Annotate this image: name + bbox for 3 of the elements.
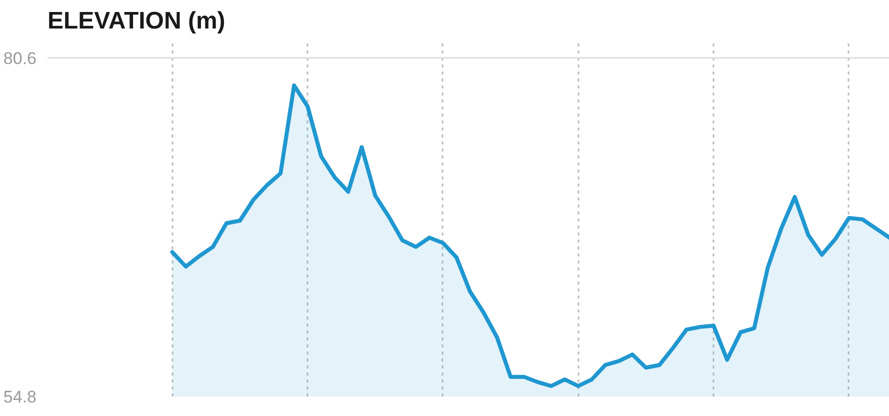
y-tick-label: 80.6 <box>3 48 37 68</box>
chart-title: ELEVATION (m) <box>48 8 226 34</box>
y-tick-label: 54.8 <box>3 388 37 406</box>
